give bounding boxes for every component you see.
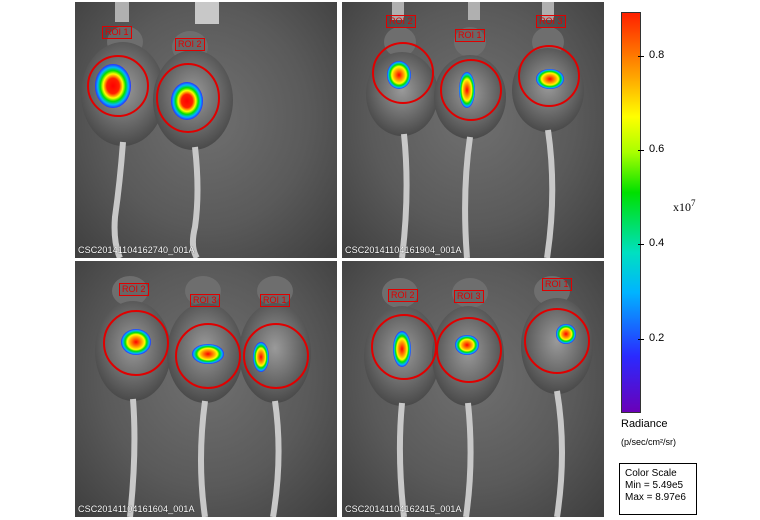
mouse-image: [81, 2, 233, 258]
roi-label[interactable]: ROI 1: [455, 29, 485, 42]
bioluminescence-signal: [455, 335, 479, 355]
roi-circle[interactable]: [103, 310, 169, 376]
roi-circle[interactable]: [372, 42, 434, 104]
roi-label[interactable]: ROI 2: [119, 283, 149, 296]
roi-label[interactable]: ROI 3: [190, 294, 220, 307]
roi-circle[interactable]: [436, 317, 502, 383]
scale-multiplier: x107: [673, 198, 696, 214]
color-scale-box: Color Scale Min = 5.49e5 Max = 8.97e6: [619, 463, 697, 515]
bioluminescence-signal: [459, 72, 475, 108]
color-scale-min: Min = 5.49e5: [625, 480, 684, 491]
bioluminescence-signal: [556, 324, 576, 344]
roi-label[interactable]: ROI 3: [536, 15, 566, 28]
roi-circle[interactable]: [156, 63, 220, 133]
roi-label[interactable]: ROI 3: [454, 290, 484, 303]
roi-circle[interactable]: [440, 59, 502, 121]
image-panel: ROI 1 ROI 2 CSC20141104162740_001A: [75, 2, 337, 258]
mouse-image: [364, 276, 593, 517]
bioluminescence-signal: [387, 61, 411, 89]
tick-mark: [638, 244, 644, 245]
tick-label: 0.4: [649, 237, 665, 249]
roi-circle[interactable]: [518, 45, 580, 107]
roi-circle[interactable]: [371, 314, 437, 380]
roi-label[interactable]: ROI 1: [542, 278, 572, 291]
bioluminescence-signal: [393, 331, 411, 367]
tick-label: 0.6: [649, 143, 665, 155]
tick-mark: [638, 150, 644, 151]
image-panel: ROI 2 ROI 1 ROI 3 CSC20141104161904_001A: [342, 2, 604, 258]
image-id-label: CSC20141104161904_001A: [345, 245, 462, 255]
colorbar-title: Radiance: [621, 418, 668, 430]
tick-mark: [638, 339, 644, 340]
color-scale-max: Max = 8.97e6: [625, 492, 686, 503]
bioluminescence-signal: [171, 82, 203, 120]
roi-label[interactable]: ROI 2: [175, 38, 205, 51]
image-id-label: CSC20141104162415_001A: [345, 504, 462, 514]
roi-label[interactable]: ROI 1: [102, 26, 132, 39]
tick-mark: [638, 56, 644, 57]
bioluminescence-signal: [95, 64, 131, 108]
image-panel: ROI 2 ROI 3 ROI 1 CSC20141104162415_001A: [342, 261, 604, 517]
roi-circle[interactable]: [87, 55, 149, 117]
color-scale-title: Color Scale: [625, 468, 677, 479]
roi-label[interactable]: ROI 1: [260, 294, 290, 307]
roi-label[interactable]: ROI 2: [386, 15, 416, 28]
bioluminescence-signal: [192, 344, 224, 364]
mouse-image: [95, 276, 311, 517]
tick-label: 0.2: [649, 332, 665, 344]
roi-circle[interactable]: [175, 323, 241, 389]
mouse-image: [366, 2, 584, 258]
tick-label: 0.8: [649, 49, 665, 61]
bioluminescence-signal: [121, 329, 151, 355]
image-id-label: CSC20141104162740_001A: [78, 245, 195, 255]
roi-label[interactable]: ROI 2: [388, 289, 418, 302]
roi-circle[interactable]: [243, 323, 309, 389]
colorbar-units: (p/sec/cm²/sr): [621, 437, 676, 447]
image-panel: ROI 2 ROI 3 ROI 1 CSC20141104161604_001A: [75, 261, 337, 517]
bioluminescence-signal: [253, 342, 269, 372]
roi-circle[interactable]: [524, 308, 590, 374]
color-scale-bar: [621, 12, 641, 413]
bioluminescence-signal: [536, 69, 564, 89]
image-id-label: CSC20141104161604_001A: [78, 504, 195, 514]
